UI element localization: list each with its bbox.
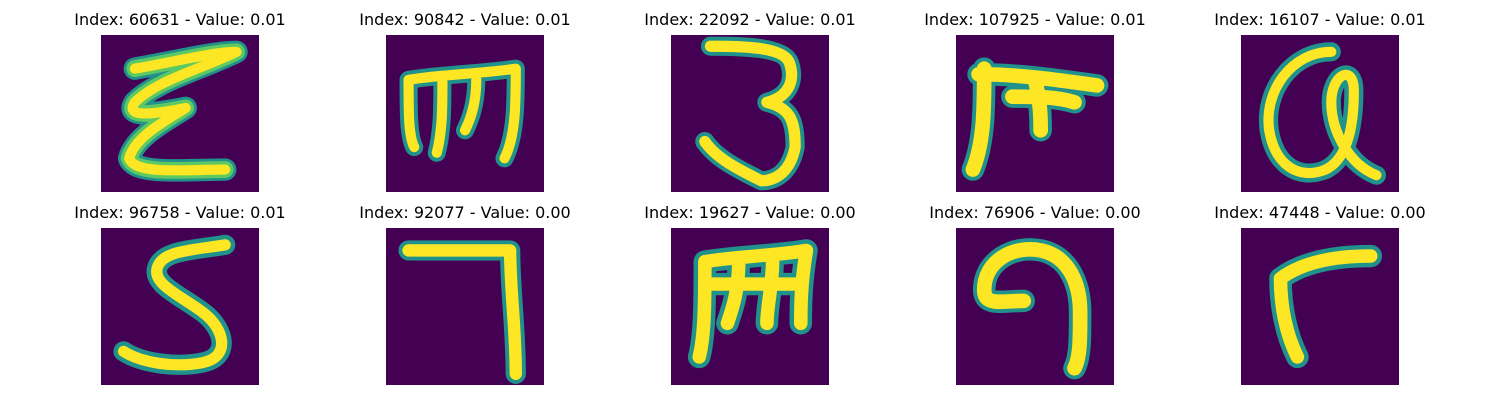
digit-image bbox=[1241, 228, 1399, 385]
glyph-epsilon bbox=[117, 40, 248, 182]
panel-title: Index: 90842 - Value: 0.01 bbox=[359, 10, 571, 29]
glyph-seven bbox=[398, 240, 526, 384]
panel-title: Index: 96758 - Value: 0.01 bbox=[74, 203, 286, 222]
digit-image bbox=[956, 35, 1114, 192]
glyph-pi bbox=[961, 57, 1109, 181]
digit-image bbox=[956, 228, 1114, 385]
panel-6: Index: 96758 - Value: 0.01 bbox=[60, 203, 300, 393]
glyph-five bbox=[113, 234, 236, 375]
digit-image bbox=[386, 35, 544, 192]
panel-title: Index: 60631 - Value: 0.01 bbox=[74, 10, 286, 29]
panel-title: Index: 22092 - Value: 0.01 bbox=[644, 10, 856, 29]
panel-5: Index: 16107 - Value: 0.01 bbox=[1200, 10, 1440, 200]
panel-4: Index: 107925 - Value: 0.01 bbox=[915, 10, 1155, 200]
panel-7: Index: 92077 - Value: 0.00 bbox=[345, 203, 585, 393]
panel-8: Index: 19627 - Value: 0.00 bbox=[630, 203, 870, 393]
glyph-alpha bbox=[1258, 42, 1387, 185]
panel-title: Index: 76906 - Value: 0.00 bbox=[929, 203, 1141, 222]
panel-1: Index: 60631 - Value: 0.01 bbox=[60, 10, 300, 200]
panel-title: Index: 19627 - Value: 0.00 bbox=[644, 203, 856, 222]
digit-image bbox=[386, 228, 544, 385]
panel-2: Index: 90842 - Value: 0.01 bbox=[345, 10, 585, 200]
panel-title: Index: 107925 - Value: 0.01 bbox=[924, 10, 1146, 29]
glyph-m-2 bbox=[687, 239, 818, 369]
glyph-m bbox=[399, 59, 525, 168]
panel-title: Index: 92077 - Value: 0.00 bbox=[359, 203, 571, 222]
digit-image bbox=[101, 35, 259, 192]
digit-image bbox=[1241, 35, 1399, 192]
panel-title: Index: 47448 - Value: 0.00 bbox=[1214, 203, 1426, 222]
panel-10: Index: 47448 - Value: 0.00 bbox=[1200, 203, 1440, 393]
panel-title: Index: 16107 - Value: 0.01 bbox=[1214, 10, 1426, 29]
digit-image bbox=[671, 35, 829, 192]
glyph-nine bbox=[972, 238, 1092, 380]
panel-9: Index: 76906 - Value: 0.00 bbox=[915, 203, 1155, 393]
glyph-three bbox=[695, 36, 805, 191]
digit-image bbox=[101, 228, 259, 385]
digit-image bbox=[671, 228, 829, 385]
panel-3: Index: 22092 - Value: 0.01 bbox=[630, 10, 870, 200]
glyph-r bbox=[1269, 244, 1383, 369]
